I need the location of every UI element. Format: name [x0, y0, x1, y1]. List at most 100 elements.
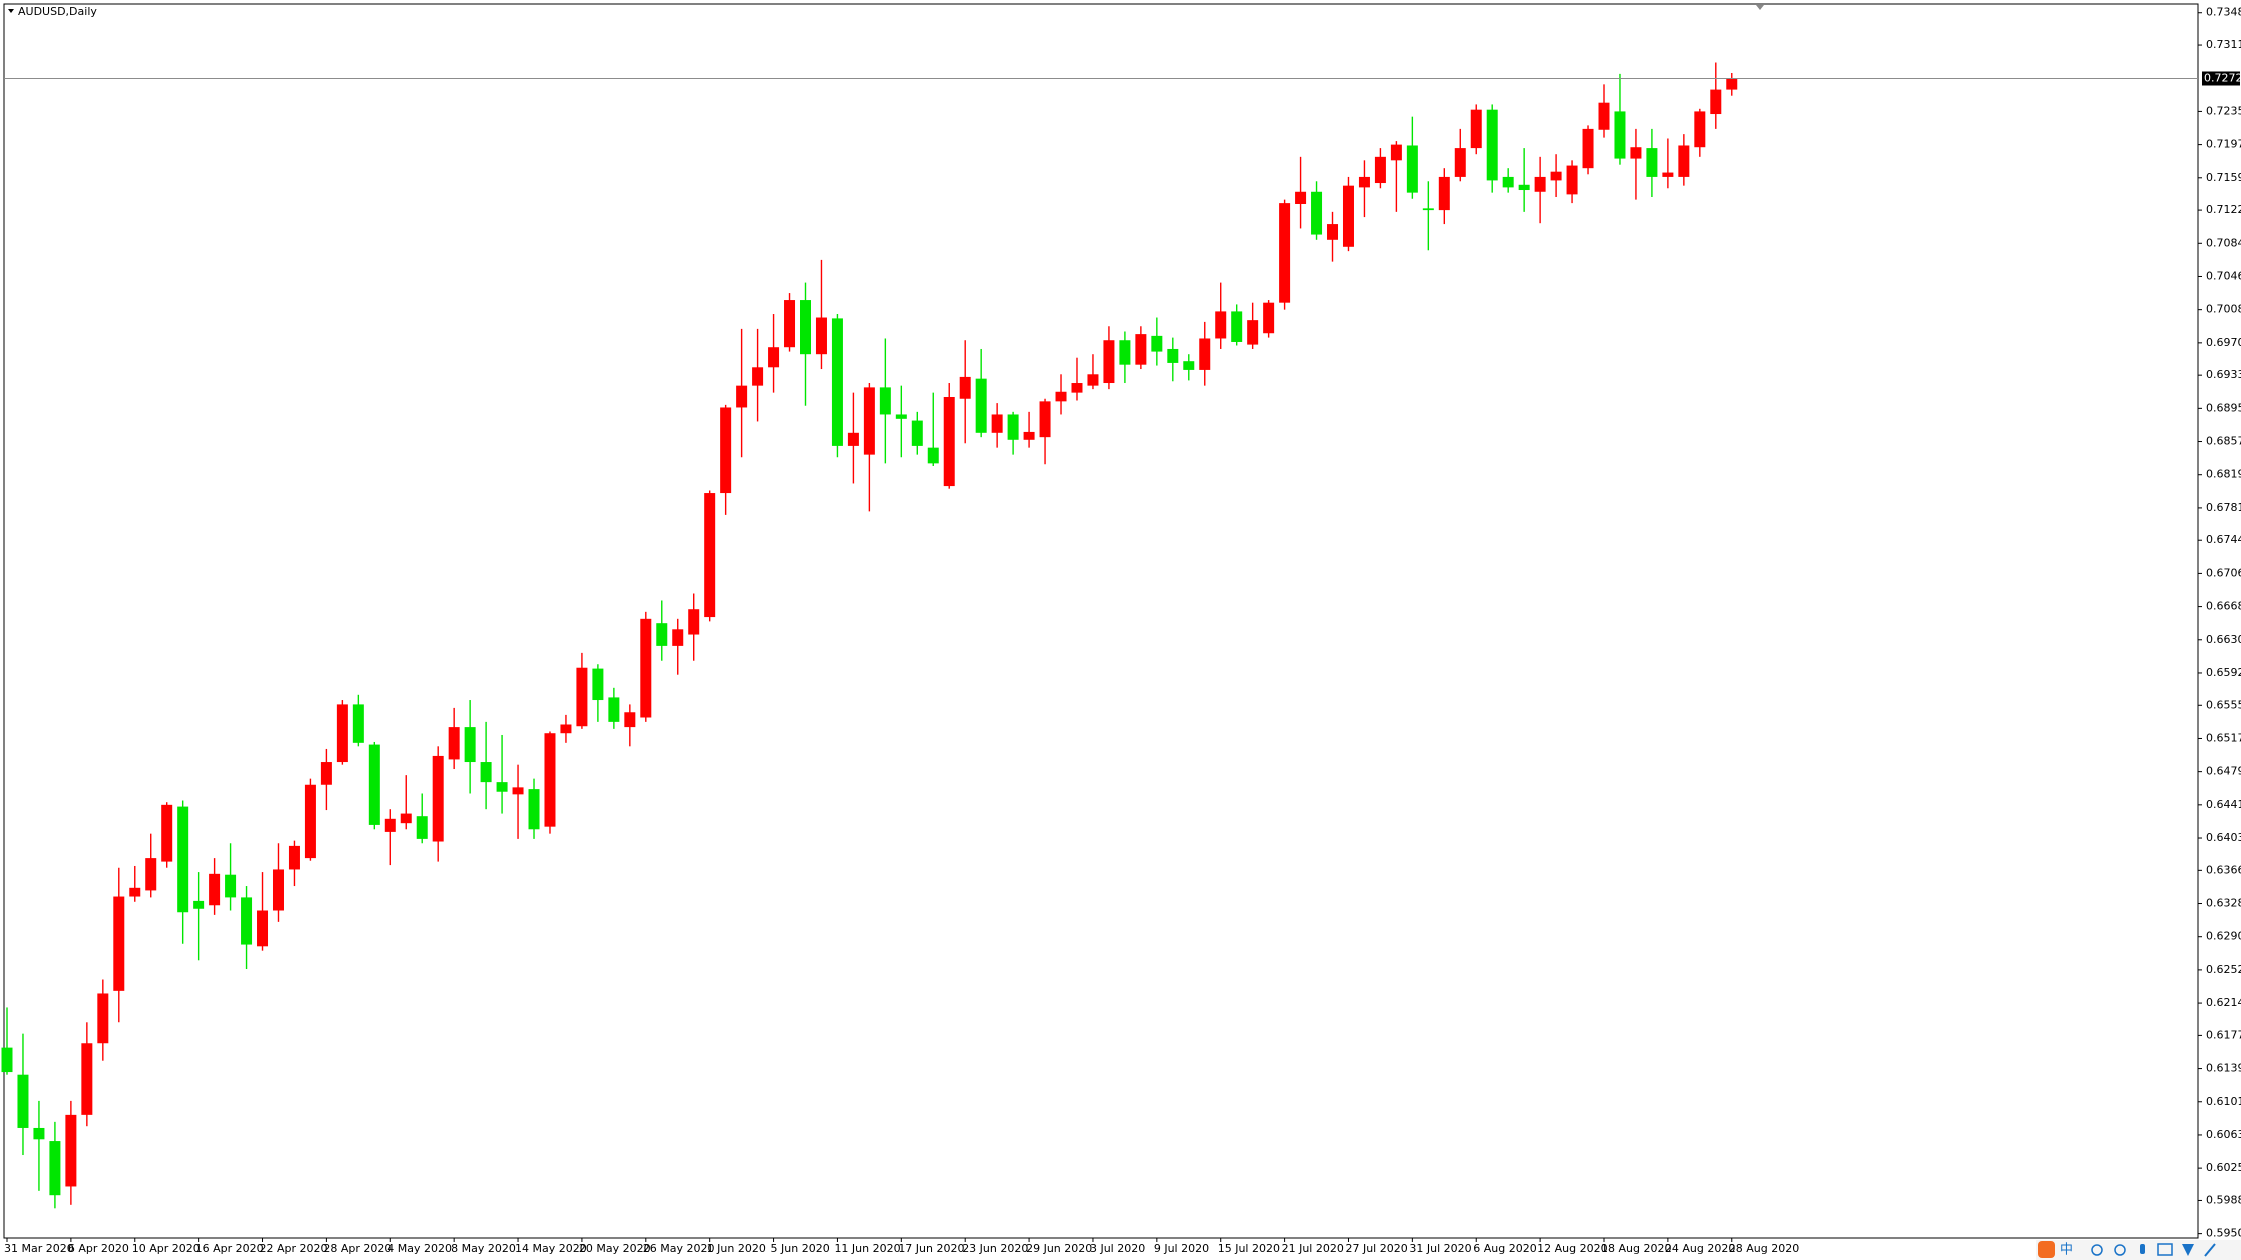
- y-tick-label: 0.73110: [2206, 38, 2241, 51]
- x-tick-label: 5 Jun 2020: [771, 1242, 830, 1255]
- candle-body: [1023, 431, 1035, 440]
- y-tick-label: 0.66300: [2206, 633, 2241, 646]
- y-tick-label: 0.67810: [2206, 501, 2241, 514]
- candle-body: [1327, 224, 1339, 240]
- candle-body: [1550, 171, 1562, 181]
- candle-body: [352, 704, 364, 743]
- candle-body: [1103, 340, 1115, 384]
- ime-icon: [2204, 1243, 2216, 1257]
- candle-body: [272, 869, 284, 911]
- candle-body: [1, 1047, 13, 1073]
- x-tick-label: 1 Jun 2020: [707, 1242, 766, 1255]
- candle-body: [1422, 208, 1434, 211]
- candle-body: [1263, 302, 1275, 334]
- ime-icon: [2114, 1244, 2126, 1256]
- candle-body: [448, 727, 460, 760]
- candle-body: [1486, 109, 1498, 181]
- candle-body: [1039, 401, 1051, 438]
- y-tick-label: 0.70460: [2206, 269, 2241, 282]
- candle-body: [81, 1043, 93, 1115]
- candle-body: [784, 300, 796, 348]
- candle-body: [863, 387, 875, 455]
- y-tick-label: 0.68190: [2206, 468, 2241, 481]
- candle-body: [879, 387, 891, 415]
- ime-toolbar: 中: [2036, 1240, 2241, 1260]
- y-tick-label: 0.60250: [2206, 1161, 2241, 1174]
- candle-body: [592, 668, 604, 701]
- candle-body: [241, 897, 253, 945]
- y-tick-label: 0.65920: [2206, 666, 2241, 679]
- ime-icon: [2182, 1244, 2194, 1256]
- candle-body: [991, 414, 1003, 433]
- candle-body: [1183, 361, 1195, 370]
- candle-body: [49, 1141, 61, 1196]
- x-tick-label: 24 Aug 2020: [1665, 1242, 1735, 1255]
- candle-body: [911, 420, 923, 446]
- candle-body: [113, 896, 125, 991]
- x-tick-label: 11 Jun 2020: [834, 1242, 900, 1255]
- candle-body: [1119, 340, 1131, 365]
- candle-body: [65, 1114, 77, 1187]
- candle-body: [1454, 148, 1466, 177]
- candle-body: [1295, 191, 1307, 204]
- candle-body: [1646, 148, 1658, 177]
- candle-body: [304, 784, 316, 859]
- candle-body: [336, 704, 348, 763]
- y-tick-label: 0.73480: [2206, 6, 2241, 19]
- candle-body: [1694, 111, 1706, 148]
- candle-body: [720, 407, 732, 494]
- candle-body: [1438, 176, 1450, 211]
- candle-body: [1582, 128, 1594, 169]
- y-tick-label: 0.69330: [2206, 368, 2241, 381]
- candle-body: [959, 376, 971, 399]
- candle-body: [656, 623, 668, 646]
- y-tick-label: 0.65550: [2206, 698, 2241, 711]
- y-tick-label: 0.71220: [2206, 203, 2241, 216]
- candle-body: [624, 712, 636, 728]
- y-tick-label: 0.61390: [2206, 1062, 2241, 1075]
- candle-body: [1374, 156, 1386, 184]
- title-arrow: [8, 9, 14, 13]
- candle-body: [1598, 102, 1610, 130]
- candle-body: [704, 493, 716, 618]
- x-tick-label: 23 Jun 2020: [962, 1242, 1028, 1255]
- candle-body: [1151, 335, 1163, 352]
- x-tick-label: 10 Apr 2020: [132, 1242, 200, 1255]
- candle-body: [800, 300, 811, 355]
- candle-body: [1342, 185, 1354, 247]
- x-tick-label: 3 Jul 2020: [1090, 1242, 1145, 1255]
- x-tick-label: 8 May 2020: [451, 1242, 516, 1255]
- y-tick-label: 0.70840: [2206, 236, 2241, 249]
- candle-body: [225, 874, 237, 898]
- candle-body: [1390, 144, 1402, 161]
- x-tick-label: 9 Jul 2020: [1154, 1242, 1209, 1255]
- candle-body: [927, 447, 939, 464]
- x-tick-label: 28 Apr 2020: [323, 1242, 391, 1255]
- candle-body: [688, 609, 700, 635]
- ime-icon: [2157, 1243, 2173, 1256]
- y-tick-label: 0.62900: [2206, 930, 2241, 943]
- x-tick-label: 22 Apr 2020: [260, 1242, 328, 1255]
- y-tick-label: 0.61010: [2206, 1095, 2241, 1108]
- candle-body: [368, 744, 380, 825]
- y-tick-label: 0.66680: [2206, 600, 2241, 613]
- candle-body: [1358, 176, 1370, 188]
- ime-mode: 中: [2060, 1243, 2073, 1258]
- candle-body: [608, 697, 620, 722]
- candle-body: [512, 787, 524, 795]
- y-tick-label: 0.65170: [2206, 731, 2241, 744]
- y-tick-label: 0.68570: [2206, 435, 2241, 448]
- candle-body: [1087, 374, 1099, 386]
- candle-body: [1518, 184, 1530, 191]
- x-tick-label: 14 May 2020: [515, 1242, 587, 1255]
- candle-body: [1406, 145, 1418, 193]
- x-tick-label: 27 Jul 2020: [1345, 1242, 1407, 1255]
- ime-icon: [2091, 1244, 2103, 1256]
- candle-body: [384, 818, 396, 832]
- shift-marker: [1756, 5, 1764, 10]
- candle-body: [193, 900, 205, 909]
- candle-body: [416, 816, 428, 839]
- candle-body: [288, 845, 300, 870]
- candle-body: [1007, 414, 1019, 440]
